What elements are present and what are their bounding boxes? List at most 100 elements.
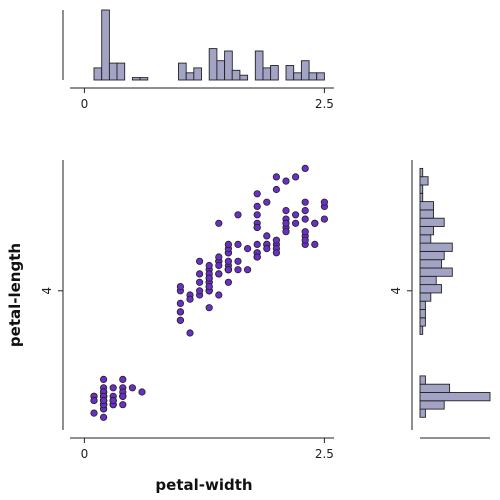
scatter-point-73 xyxy=(196,257,204,265)
scatter-point-102 xyxy=(282,207,290,215)
top-hist-bar-12 xyxy=(185,72,195,81)
scatter-point-13 xyxy=(90,409,98,417)
top-x-tick-label-0: 0 xyxy=(81,97,89,111)
scatter-point-117 xyxy=(291,173,300,181)
right-hist-bar-23 xyxy=(419,217,445,227)
scatter-point-44 xyxy=(119,375,127,383)
scatter-point-121 xyxy=(272,249,280,257)
main-x-tick-label-1: 2.5 xyxy=(315,447,334,461)
right-hist-bar-17 xyxy=(419,267,453,277)
top-hist-bar-6 xyxy=(139,77,149,81)
right-y-tick-label-0: 4 xyxy=(389,287,403,295)
right-hist-bar-12 xyxy=(419,309,426,319)
scatter-point-93 xyxy=(176,316,184,324)
scatter-point-114 xyxy=(311,240,319,248)
scatter-point-85 xyxy=(234,266,242,274)
right-hist-bar-13 xyxy=(419,300,426,310)
top-hist-bar-13 xyxy=(193,67,202,81)
scatter-point-95 xyxy=(196,278,204,286)
scatter-point-64 xyxy=(205,304,213,312)
scatter-point-16 xyxy=(119,401,127,409)
scatter-point-59 xyxy=(215,291,223,299)
scatter-point-76 xyxy=(215,253,223,261)
scatter-point-49 xyxy=(100,396,108,405)
scatter-point-75 xyxy=(215,270,223,278)
scatter-point-135 xyxy=(301,198,309,206)
scatter-point-83 xyxy=(234,240,242,248)
top-hist-bar-17 xyxy=(224,50,233,81)
scatter-point-111 xyxy=(263,232,271,240)
scatter-point-133 xyxy=(224,240,232,248)
right-hist-bar-4 xyxy=(419,375,426,385)
scatter-point-91 xyxy=(215,261,223,270)
scatter-point-108 xyxy=(253,211,261,219)
top-hist-bar-21 xyxy=(254,50,264,81)
scatter-point-131 xyxy=(272,185,280,194)
scatter-point-125 xyxy=(253,202,261,210)
scatter-point-137 xyxy=(253,223,261,232)
scatter-point-67 xyxy=(176,282,184,291)
top-hist-x-ticks: 0 2.5 xyxy=(81,88,334,111)
main-y-ticks: 4 xyxy=(40,287,63,295)
right-hist-bar-26 xyxy=(419,192,424,203)
scatter-point-56 xyxy=(234,257,242,265)
right-hist-bar-0 xyxy=(419,408,426,418)
scatter-point-31 xyxy=(119,392,127,400)
right-hist-bar-29 xyxy=(419,167,424,178)
right-hist-bar-10 xyxy=(419,325,424,335)
scatter-point-45 xyxy=(109,396,117,405)
top-hist-bar-22 xyxy=(262,67,272,81)
top-hist-bar-23 xyxy=(270,65,279,81)
y-axis-title: petal-length xyxy=(6,243,24,347)
main-x-ticks: 0 2.5 xyxy=(81,438,334,461)
top-hist-bar-18 xyxy=(231,69,241,81)
scatter-point-118 xyxy=(301,164,309,172)
right-hist-bar-22 xyxy=(419,226,434,236)
right-hist-bar-1 xyxy=(419,400,445,410)
scatter-point-147 xyxy=(272,236,280,244)
right-hist-bar-14 xyxy=(419,292,432,302)
top-hist-bar-5 xyxy=(131,77,141,81)
right-hist-bar-19 xyxy=(419,250,445,261)
scatter-point-122 xyxy=(272,173,280,181)
top-hist-bar-27 xyxy=(300,60,310,81)
right-hist-bar-27 xyxy=(419,184,424,194)
scatter-point-129 xyxy=(234,211,242,219)
scatter-point-99 xyxy=(205,282,213,291)
scatter-point-106 xyxy=(244,266,252,274)
scatter-point-144 xyxy=(320,215,328,223)
right-hist-bar-28 xyxy=(419,176,429,186)
right-marginal-histogram xyxy=(419,167,491,418)
scatter-point-18 xyxy=(109,384,117,392)
scatter-point-145 xyxy=(301,236,309,244)
scatter-point-97 xyxy=(205,274,213,282)
top-hist-bar-15 xyxy=(208,48,218,81)
scatter-point-24 xyxy=(100,375,108,383)
scatter-point-58 xyxy=(205,261,213,270)
scatter-points xyxy=(90,164,328,421)
scatter-point-128 xyxy=(282,219,290,227)
top-marginal-histogram xyxy=(93,9,325,81)
scatter-point-143 xyxy=(301,207,309,215)
scatter-point-107 xyxy=(253,190,261,198)
scatter-point-81 xyxy=(176,299,184,307)
right-hist-y-ticks: 4 xyxy=(389,287,412,295)
right-hist-bar-25 xyxy=(419,201,434,211)
scatter-point-105 xyxy=(282,177,290,185)
scatter-point-98 xyxy=(186,329,194,337)
scatter-point-140 xyxy=(311,219,319,227)
top-x-tick-label-1: 2.5 xyxy=(315,97,334,111)
scatter-point-86 xyxy=(224,257,232,265)
right-hist-bar-16 xyxy=(419,275,437,286)
right-hist-bar-18 xyxy=(419,259,442,269)
main-y-tick-label-0: 4 xyxy=(40,287,54,295)
top-hist-bar-16 xyxy=(216,60,226,81)
right-hist-bar-21 xyxy=(419,234,432,244)
right-hist-bar-24 xyxy=(419,209,434,219)
top-hist-bar-26 xyxy=(293,72,302,81)
top-hist-bar-2 xyxy=(108,62,118,81)
scatter-point-104 xyxy=(291,211,300,219)
x-axis-title: petal-width xyxy=(155,476,252,494)
scatter-point-90 xyxy=(196,270,204,278)
